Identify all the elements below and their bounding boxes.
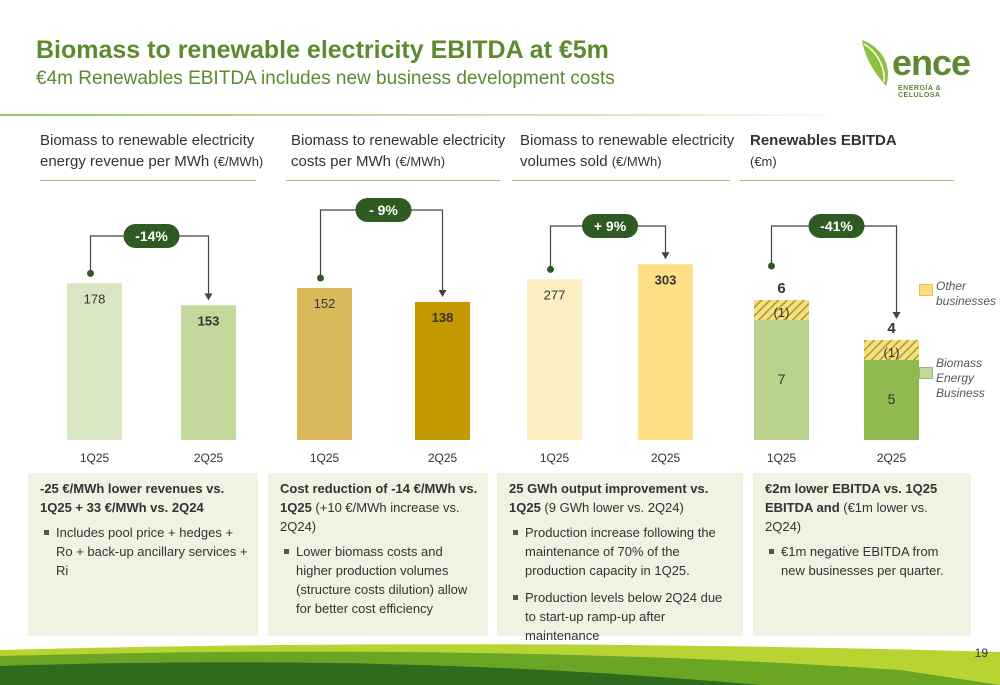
box-lead: €2m lower EBITDA vs. 1Q25 EBITDA and (765, 481, 938, 515)
x-tick-label: 1Q25 (80, 451, 110, 465)
bracket-arrowhead (438, 290, 447, 297)
change-badge-label: - 9% (369, 202, 398, 218)
bar (415, 302, 470, 440)
bar (527, 279, 582, 440)
slide-title: Biomass to renewable electricity EBITDA … (36, 36, 609, 64)
legend-swatch-biomass (919, 367, 933, 379)
panel-header-revenue: Biomass to renewable electricity energy … (40, 130, 270, 172)
logo-tagline: ENERGÍA & CELULOSA (898, 85, 942, 99)
change-badge (355, 198, 412, 222)
panel-divider (740, 180, 954, 181)
ence-logo: ence ENERGÍA & CELULOSA (858, 38, 978, 100)
panel-title: Renewables EBITDA (750, 132, 897, 149)
legend-label-biomass: Biomass Energy Business (936, 356, 985, 400)
legend-swatch-other (919, 284, 933, 296)
bar-biomass-segment (754, 300, 809, 440)
bar-value-label: 5 (888, 391, 896, 407)
x-tick-label: 2Q25 (651, 451, 681, 465)
bracket-arrowhead (892, 312, 901, 319)
change-badge-label: -41% (820, 218, 853, 234)
bar-value-label: 178 (84, 291, 106, 306)
bar-other-segment (864, 340, 919, 360)
box-bullet: Production levels below 2Q24 due to star… (513, 588, 733, 645)
bottom-wave-band (0, 644, 1000, 685)
commentary-box-costs: Cost reduction of -14 €/MWh vs. 1Q25 (+1… (268, 473, 488, 636)
bar (638, 264, 693, 440)
panel-title: Biomass to renewable electricity volumes… (520, 132, 735, 170)
bar-other-segment (754, 300, 809, 320)
change-badge (582, 214, 638, 238)
commentary-box-revenue: -25 €/MWh lower revenues vs. 1Q25 + 33 €… (28, 473, 258, 636)
panel-header-ebitda: Renewables EBITDA (€m) (750, 130, 950, 172)
commentary-box-ebitda: €2m lower EBITDA vs. 1Q25 EBITDA and (€1… (753, 473, 971, 636)
segment-value-label: (1) (884, 345, 900, 360)
box-bullet: Lower biomass costs and higher productio… (284, 542, 478, 618)
total-value-label: 6 (777, 280, 785, 297)
leaf-icon (862, 40, 888, 86)
bracket-arrowhead (661, 252, 670, 260)
box-bullet: Production increase following the mainte… (513, 523, 733, 580)
page-number: 19 (974, 646, 988, 660)
box-bullet: Includes pool price + hedges + Ro + back… (44, 525, 248, 578)
header-divider (0, 114, 860, 116)
bracket-start-dot (87, 269, 94, 277)
change-badge-label: -14% (135, 228, 168, 244)
box-lead-rest: (€1m lower vs. 2Q24) (765, 500, 928, 534)
bracket-start-dot (768, 262, 775, 270)
box-lead: Cost reduction of -14 €/MWh vs. 1Q25 (280, 481, 478, 515)
box-lead-rest: (+10 €/MWh increase vs. 2Q24) (280, 500, 460, 534)
panel-divider (286, 180, 500, 181)
change-badge-label: + 9% (594, 218, 627, 234)
x-tick-label: 2Q25 (194, 451, 224, 465)
panel-unit: (€/MWh) (611, 154, 662, 169)
x-tick-label: 1Q25 (767, 451, 797, 465)
bar-value-label: 138 (432, 310, 454, 325)
panel-divider (40, 180, 256, 181)
change-bracket-line (319, 209, 444, 292)
change-badge (123, 224, 180, 248)
box-lead: -25 €/MWh lower revenues vs. 1Q25 + 33 €… (40, 481, 225, 515)
panel-header-volumes: Biomass to renewable electricity volumes… (520, 130, 740, 172)
x-tick-label: 2Q25 (877, 451, 907, 465)
slide-subtitle: €4m Renewables EBITDA includes new busin… (36, 68, 615, 89)
bar-value-label: 7 (778, 371, 786, 387)
box-lead-rest: (9 GWh lower vs. 2Q24) (540, 500, 684, 515)
segment-value-label: (1) (774, 305, 790, 320)
x-tick-label: 1Q25 (310, 451, 340, 465)
bar-value-label: 153 (198, 313, 220, 328)
x-tick-label: 2Q25 (428, 451, 458, 465)
panel-title: Biomass to renewable electricity costs p… (291, 132, 506, 170)
box-bullet: €1m negative EBITDA from new businesses … (769, 542, 961, 580)
total-value-label: 4 (887, 320, 896, 337)
bar (67, 283, 122, 440)
bar-value-label: 303 (655, 272, 677, 287)
change-badge (808, 214, 865, 238)
charts-area: 178 1Q25 153 2Q25 -14% 152 1Q25 138 2Q25 - 9% 277 1… (67, 198, 919, 465)
bracket-start-dot (317, 274, 324, 282)
box-lead: 25 GWh output improvement vs. 1Q25 (509, 481, 709, 515)
panel-title: Biomass to renewable electricity energy … (40, 132, 255, 170)
commentary-box-volumes: 25 GWh output improvement vs. 1Q25 (9 GW… (497, 473, 743, 643)
bar-value-label: 152 (314, 296, 336, 311)
bar (181, 305, 236, 440)
x-tick-label: 1Q25 (540, 451, 570, 465)
legend-label-other: Other businesses (936, 279, 997, 308)
panel-header-costs: Biomass to renewable electricity costs p… (291, 130, 511, 172)
panel-unit: (€/MWh) (395, 154, 446, 169)
panel-unit: (€/MWh) (213, 154, 264, 169)
logo-wordmark: ence (892, 42, 971, 83)
bracket-start-dot (547, 265, 554, 273)
bar-value-label: 277 (544, 287, 566, 302)
panel-divider (512, 180, 730, 181)
bar (297, 288, 352, 440)
bracket-arrowhead (204, 293, 213, 301)
panel-unit: (€m) (750, 154, 777, 169)
